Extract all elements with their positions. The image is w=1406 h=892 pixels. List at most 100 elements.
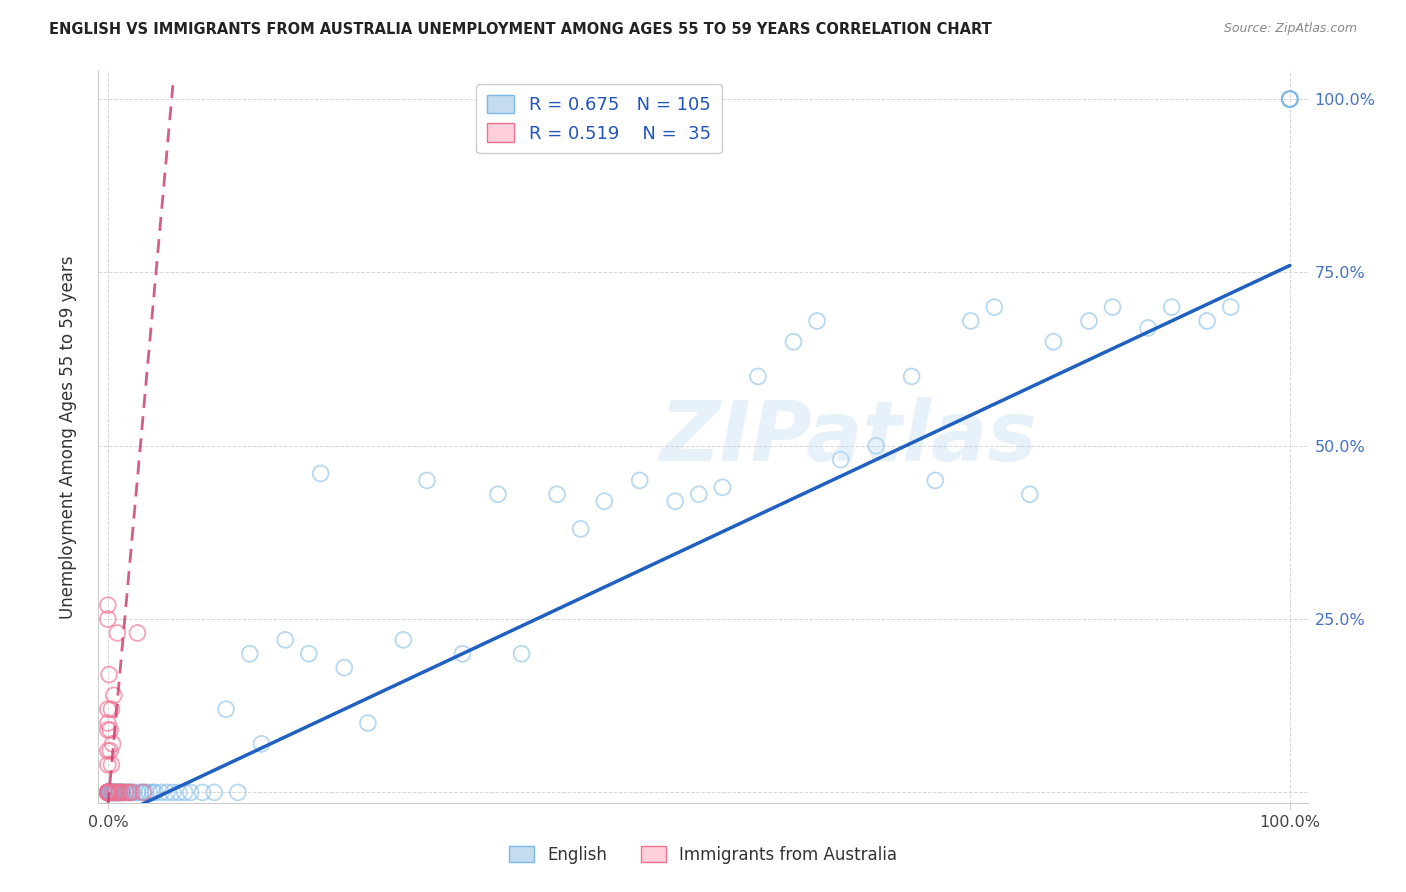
Point: [104, 785, 127, 799]
Point: [97, 785, 120, 799]
Point: [111, 785, 134, 799]
Point: [333, 660, 356, 674]
Point: [98, 785, 121, 799]
Point: [1278, 92, 1301, 106]
Point: [114, 785, 136, 799]
Point: [97, 785, 120, 799]
Point: [546, 487, 568, 501]
Point: [97, 785, 120, 799]
Point: [97, 612, 120, 626]
Point: [1197, 314, 1219, 328]
Point: [747, 369, 769, 384]
Point: [983, 300, 1005, 314]
Y-axis label: Unemployment Among Ages 55 to 59 years: Unemployment Among Ages 55 to 59 years: [59, 255, 77, 619]
Point: [97, 598, 120, 612]
Point: [100, 757, 122, 772]
Point: [101, 785, 124, 799]
Point: [97, 785, 120, 799]
Point: [110, 785, 132, 799]
Point: [451, 647, 474, 661]
Point: [97, 744, 120, 758]
Point: [162, 785, 184, 799]
Point: [711, 480, 734, 494]
Point: [97, 785, 120, 799]
Point: [98, 785, 121, 799]
Point: [107, 785, 129, 799]
Point: [101, 785, 124, 799]
Point: [1042, 334, 1064, 349]
Point: [103, 785, 125, 799]
Point: [105, 785, 128, 799]
Point: [97, 785, 120, 799]
Point: [357, 716, 380, 731]
Text: ENGLISH VS IMMIGRANTS FROM AUSTRALIA UNEMPLOYMENT AMONG AGES 55 TO 59 YEARS CORR: ENGLISH VS IMMIGRANTS FROM AUSTRALIA UNE…: [49, 22, 993, 37]
Point: [1219, 300, 1241, 314]
Point: [97, 785, 120, 799]
Point: [143, 785, 166, 799]
Point: [392, 632, 415, 647]
Point: [959, 314, 981, 328]
Point: [298, 647, 321, 661]
Point: [98, 785, 121, 799]
Point: [121, 785, 143, 799]
Point: [250, 737, 273, 751]
Point: [98, 785, 121, 799]
Point: [97, 785, 120, 799]
Point: [1278, 92, 1301, 106]
Point: [97, 785, 120, 799]
Point: [98, 785, 121, 799]
Legend: English, Immigrants from Australia: English, Immigrants from Australia: [502, 839, 904, 871]
Text: ZIPatlas: ZIPatlas: [659, 397, 1038, 477]
Point: [1278, 92, 1301, 106]
Point: [1137, 321, 1160, 335]
Point: [103, 785, 125, 799]
Point: [98, 785, 121, 799]
Point: [105, 785, 128, 799]
Point: [782, 334, 804, 349]
Point: [108, 785, 131, 799]
Point: [127, 785, 149, 799]
Point: [108, 785, 131, 799]
Point: [202, 785, 225, 799]
Point: [156, 785, 179, 799]
Point: [97, 785, 120, 799]
Point: [103, 689, 125, 703]
Point: [98, 744, 121, 758]
Point: [97, 785, 120, 799]
Point: [111, 785, 134, 799]
Point: [104, 785, 127, 799]
Point: [135, 785, 157, 799]
Point: [115, 785, 138, 799]
Point: [900, 369, 922, 384]
Point: [1160, 300, 1182, 314]
Point: [132, 785, 155, 799]
Point: [97, 785, 120, 799]
Point: [510, 647, 533, 661]
Point: [97, 785, 120, 799]
Point: [101, 737, 124, 751]
Point: [226, 785, 249, 799]
Point: [215, 702, 238, 716]
Point: [112, 785, 135, 799]
Point: [1278, 92, 1301, 106]
Point: [1101, 300, 1123, 314]
Point: [1077, 314, 1099, 328]
Point: [180, 785, 202, 799]
Point: [628, 474, 651, 488]
Point: [129, 785, 152, 799]
Point: [191, 785, 214, 799]
Point: [924, 474, 946, 488]
Point: [239, 647, 262, 661]
Point: [114, 785, 136, 799]
Point: [132, 785, 155, 799]
Point: [97, 716, 120, 731]
Point: [100, 702, 122, 716]
Point: [98, 667, 121, 681]
Point: [688, 487, 710, 501]
Point: [127, 626, 149, 640]
Point: [142, 785, 165, 799]
Point: [97, 785, 120, 799]
Point: [97, 785, 120, 799]
Point: [97, 757, 120, 772]
Point: [806, 314, 828, 328]
